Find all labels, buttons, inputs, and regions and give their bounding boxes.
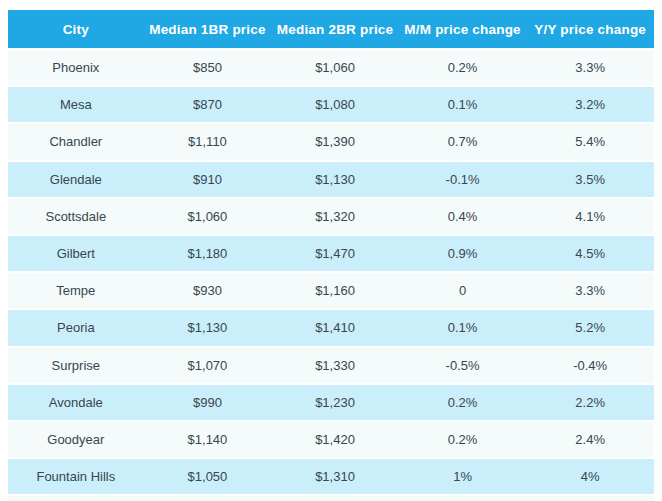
mm-change-cell: -0.5% [399,348,527,383]
mm-change-cell: 0.2% [399,50,527,85]
yy-change-cell: 2.4% [526,422,654,457]
table-row-phoenix: Phoenix $850 $1,060 0.2% 3.3% [8,50,654,85]
median-2br-cell: $1,130 [271,162,399,197]
city-cell: Peoria [8,310,144,345]
city-cell: Phoenix [8,50,144,85]
median-1br-cell: $1,140 [144,422,272,457]
median-1br-cell: $850 [144,50,272,85]
table-row-scottsdale: Scottsdale $1,060 $1,320 0.4% 4.1% [8,199,654,234]
mm-change-cell: 1% [399,459,527,494]
table-row-tempe: Tempe $930 $1,160 0 3.3% [8,273,654,308]
header-cell-median-2br: Median 2BR price [271,10,399,48]
median-2br-cell: $1,420 [271,422,399,457]
yy-change-cell: 4.1% [526,199,654,234]
median-2br-cell: $1,470 [271,236,399,271]
median-2br-cell: $1,060 [271,50,399,85]
table-row-avondale: Avondale $990 $1,230 0.2% 2.2% [8,385,654,420]
yy-change-cell: 3.2% [526,87,654,122]
median-1br-cell: $1,070 [144,348,272,383]
city-cell: Goodyear [8,422,144,457]
rent-price-table: City Median 1BR price Median 2BR price M… [0,0,662,501]
median-2br-cell: $1,320 [271,199,399,234]
yy-change-cell: 3.3% [526,50,654,85]
median-1br-cell: $1,110 [144,124,272,159]
median-2br-cell: $1,230 [271,385,399,420]
median-2br-cell: $1,390 [271,124,399,159]
header-cell-median-1br: Median 1BR price [144,10,272,48]
city-cell: Surprise [8,348,144,383]
city-cell: Avondale [8,385,144,420]
city-cell: Glendale [8,162,144,197]
median-2br-cell: $1,310 [271,459,399,494]
table-row-chandler: Chandler $1,110 $1,390 0.7% 5.4% [8,124,654,159]
yy-change-cell: 3.3% [526,273,654,308]
median-2br-cell: $1,160 [271,273,399,308]
median-1br-cell: $1,130 [144,310,272,345]
table-row-glendale: Glendale $910 $1,130 -0.1% 3.5% [8,162,654,197]
table-row-mesa: Mesa $870 $1,080 0.1% 3.2% [8,87,654,122]
table-row-goodyear: Goodyear $1,140 $1,420 0.2% 2.4% [8,422,654,457]
city-cell: Tempe [8,273,144,308]
city-cell: Gilbert [8,236,144,271]
table-row-peoria: Peoria $1,130 $1,410 0.1% 5.2% [8,310,654,345]
mm-change-cell: -0.1% [399,162,527,197]
median-2br-cell: $1,330 [271,348,399,383]
mm-change-cell: 0.9% [399,236,527,271]
median-2br-cell: $1,410 [271,310,399,345]
median-2br-cell: $1,080 [271,87,399,122]
yy-change-cell: 2.2% [526,385,654,420]
median-1br-cell: $930 [144,273,272,308]
yy-change-cell: 5.2% [526,310,654,345]
median-1br-cell: $1,050 [144,459,272,494]
median-1br-cell: $910 [144,162,272,197]
table-row-surprise: Surprise $1,070 $1,330 -0.5% -0.4% [8,348,654,383]
median-1br-cell: $1,180 [144,236,272,271]
city-cell: Mesa [8,87,144,122]
yy-change-cell: -0.4% [526,348,654,383]
mm-change-cell: 0.7% [399,124,527,159]
median-1br-cell: $990 [144,385,272,420]
median-1br-cell: $1,060 [144,199,272,234]
table-row-gilbert: Gilbert $1,180 $1,470 0.9% 4.5% [8,236,654,271]
yy-change-cell: 3.5% [526,162,654,197]
mm-change-cell: 0.4% [399,199,527,234]
header-cell-mm-change: M/M price change [399,10,527,48]
median-1br-cell: $870 [144,87,272,122]
city-cell: Chandler [8,124,144,159]
table-header-row: City Median 1BR price Median 2BR price M… [8,10,654,48]
mm-change-cell: 0.1% [399,87,527,122]
table-row-fountain-hills: Fountain Hills $1,050 $1,310 1% 4% [8,459,654,494]
yy-change-cell: 4.5% [526,236,654,271]
header-cell-city: City [8,10,144,48]
city-cell: Scottsdale [8,199,144,234]
yy-change-cell: 5.4% [526,124,654,159]
yy-change-cell: 4% [526,459,654,494]
mm-change-cell: 0.1% [399,310,527,345]
city-cell: Fountain Hills [8,459,144,494]
mm-change-cell: 0.2% [399,385,527,420]
header-cell-yy-change: Y/Y price change [526,10,654,48]
mm-change-cell: 0.2% [399,422,527,457]
table-row-partial-clipped [8,496,654,501]
mm-change-cell: 0 [399,273,527,308]
